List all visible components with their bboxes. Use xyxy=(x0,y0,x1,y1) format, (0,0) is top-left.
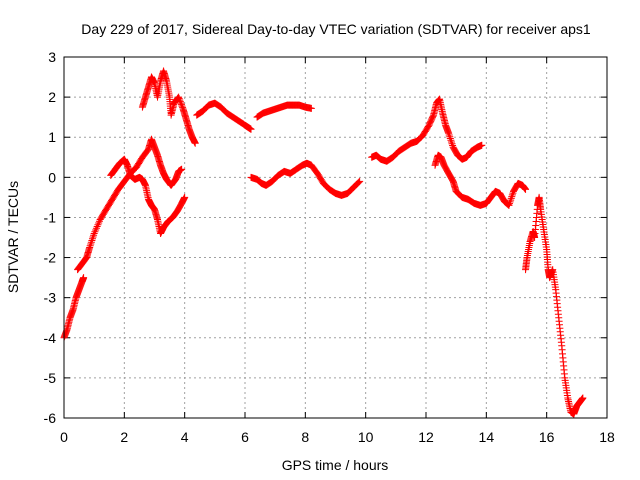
y-tick-label: -6 xyxy=(44,410,57,426)
x-tick-label: 8 xyxy=(301,429,309,445)
plot-frame xyxy=(63,56,608,419)
y-tick-label: -4 xyxy=(44,330,57,346)
data-point xyxy=(92,224,100,232)
data-point xyxy=(579,394,587,402)
data-point xyxy=(508,191,516,199)
data-point xyxy=(80,274,88,282)
data-point xyxy=(505,201,513,209)
y-tick-label: 1 xyxy=(48,129,56,145)
data-point xyxy=(307,104,315,112)
series-track-2 xyxy=(74,135,186,274)
x-tick-label: 12 xyxy=(418,429,434,445)
y-tick-label: 0 xyxy=(48,169,56,185)
data-point xyxy=(508,193,516,201)
y-tick-label: 3 xyxy=(48,49,56,65)
series-track-10 xyxy=(522,193,587,418)
x-tick-label: 14 xyxy=(479,429,495,445)
data-point xyxy=(86,242,94,250)
data-point xyxy=(175,93,183,101)
data-point xyxy=(90,229,98,237)
y-tick-label: -2 xyxy=(44,250,57,266)
x-tick-label: 18 xyxy=(599,429,615,445)
data-point xyxy=(445,129,453,137)
x-tick-label: 6 xyxy=(241,429,249,445)
data-point xyxy=(95,217,103,225)
data-point xyxy=(175,95,183,103)
data-point xyxy=(506,200,514,208)
x-tick-label: 16 xyxy=(539,429,555,445)
data-point xyxy=(92,226,100,234)
data-point xyxy=(178,165,186,173)
x-tick-label: 0 xyxy=(60,429,68,445)
axis-ticks xyxy=(63,56,608,419)
data-point xyxy=(176,98,184,106)
x-tick-labels: 0 2 4 6 8 10 12 14 16 18 xyxy=(60,429,615,445)
x-tick-label: 4 xyxy=(181,429,189,445)
data-point xyxy=(87,240,95,248)
data-point xyxy=(504,201,512,209)
series-track-9 xyxy=(431,151,530,209)
data-point xyxy=(88,235,96,243)
y-tick-label: 2 xyxy=(48,89,56,105)
series-track-1 xyxy=(60,274,88,342)
data-point xyxy=(446,133,454,141)
data-point xyxy=(354,179,362,187)
data-point xyxy=(522,185,530,193)
data-point xyxy=(86,244,94,252)
data-point xyxy=(177,101,185,109)
data-point xyxy=(93,222,101,230)
data-point xyxy=(506,198,514,206)
grid xyxy=(64,57,607,418)
data-point xyxy=(478,141,486,149)
series-track-3 xyxy=(107,155,189,237)
series-track-5 xyxy=(193,99,255,133)
data-point xyxy=(355,178,363,186)
x-tick-label: 10 xyxy=(358,429,374,445)
y-tick-label: -5 xyxy=(44,370,57,386)
data-point xyxy=(94,221,102,229)
data-point xyxy=(87,238,95,246)
data-point xyxy=(247,125,255,133)
data-point xyxy=(507,194,515,202)
series-track-8 xyxy=(368,95,486,165)
x-axis-label: GPS time / hours xyxy=(282,457,389,473)
y-axis-label: SDTVAR / TECUs xyxy=(5,181,21,293)
data-point xyxy=(90,231,98,239)
y-tick-label: -1 xyxy=(44,209,57,225)
data-point xyxy=(91,228,99,236)
y-tick-labels: 3 2 1 0 -1 -2 -3 -4 -5 -6 xyxy=(44,49,57,426)
data-point xyxy=(177,99,185,107)
data-point xyxy=(446,134,454,142)
data-point xyxy=(445,131,453,139)
data-point xyxy=(447,138,455,146)
data-point xyxy=(447,136,455,144)
data-point xyxy=(176,96,184,104)
data-point xyxy=(178,102,186,110)
series-track-4 xyxy=(138,67,199,147)
data-point xyxy=(95,219,103,227)
data-point xyxy=(181,193,189,201)
chart-title: Day 229 of 2017, Sidereal Day-to-day VTE… xyxy=(81,21,591,37)
data-point xyxy=(191,139,199,147)
data-point xyxy=(448,140,456,148)
series-track-7 xyxy=(247,159,364,199)
data-point xyxy=(507,196,515,204)
series-track-6 xyxy=(253,101,315,121)
data-points xyxy=(60,67,587,418)
y-tick-label: -3 xyxy=(44,290,57,306)
data-point xyxy=(88,237,96,245)
data-point xyxy=(89,233,97,241)
x-tick-label: 2 xyxy=(120,429,128,445)
data-point xyxy=(356,177,364,185)
